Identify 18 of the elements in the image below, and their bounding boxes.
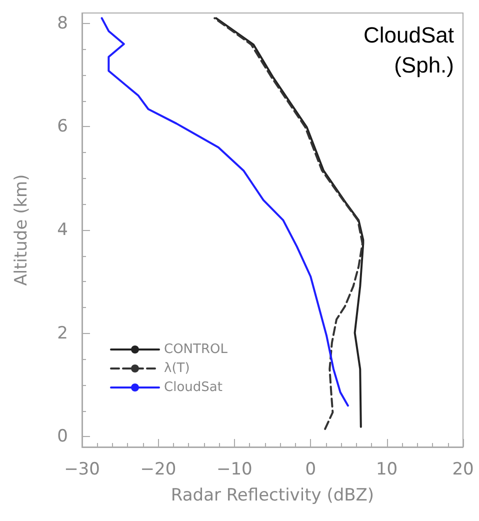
y-tick-label: 4 — [57, 220, 68, 240]
legend-label: λ(T) — [164, 361, 190, 376]
annotation: CloudSat (Sph.) — [363, 22, 454, 78]
y-tick-label: 6 — [57, 116, 68, 137]
x-tick-label: 0 — [305, 460, 316, 480]
legend-label: CONTROL — [164, 342, 228, 357]
x-tick-label: 20 — [452, 460, 474, 480]
line-series — [100, 17, 349, 407]
x-axis-title: Radar Reflectivity (dBZ) — [170, 486, 374, 506]
y-tick-label: 0 — [57, 426, 68, 447]
x-tick-label: −30 — [64, 460, 100, 480]
legend-label: CloudSat — [164, 380, 222, 395]
x-tick-label: −20 — [140, 460, 176, 480]
y-tick-label: 8 — [57, 13, 68, 34]
y-axis-title: Altitude (km) — [12, 174, 32, 286]
x-tick-label: 10 — [376, 460, 398, 480]
x-tick-label: −10 — [216, 460, 252, 480]
y-tick-label: 2 — [57, 323, 68, 344]
